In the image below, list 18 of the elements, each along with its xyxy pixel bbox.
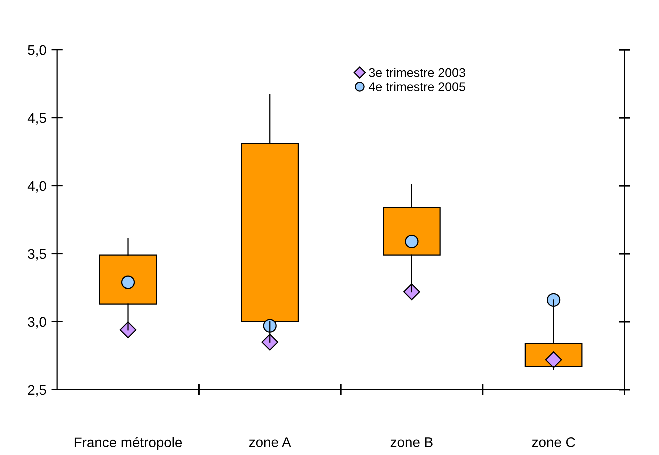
point <box>404 284 420 300</box>
y-tick-label: 3,0 <box>28 317 46 329</box>
x-tick-label: zone A <box>249 438 292 448</box>
point <box>405 234 419 249</box>
y-tick-label: 5,0 <box>28 45 46 57</box>
y-tick-label: 4,5 <box>28 114 46 125</box>
y-tick-label: 2,5 <box>28 385 46 397</box>
x-tick-label: France métropole <box>74 437 182 450</box>
point <box>547 293 561 308</box>
legend-label: 4e trimestre 2005 <box>368 82 466 92</box>
legend-label: 3e trimestre 2003 <box>369 68 466 78</box>
y-tick-label: 4,0 <box>28 181 46 193</box>
point <box>263 319 277 333</box>
y-tick-label: 3,5 <box>28 249 46 261</box>
point <box>121 276 136 290</box>
x-tick-label: zone C <box>532 438 576 448</box>
point <box>262 334 279 351</box>
x-tick-label: zone B <box>390 438 433 448</box>
